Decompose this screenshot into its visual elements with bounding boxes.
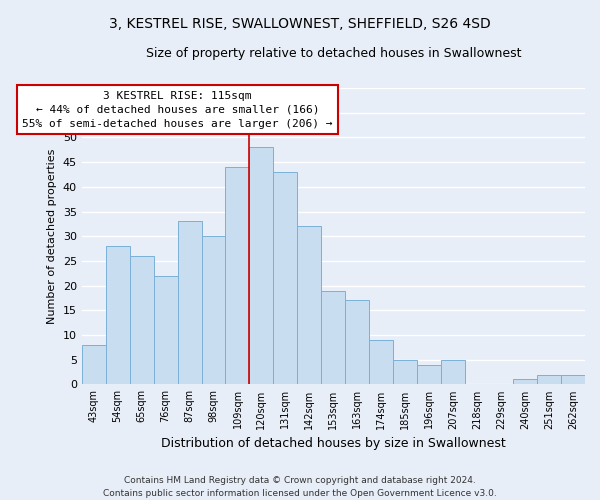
- Y-axis label: Number of detached properties: Number of detached properties: [47, 148, 57, 324]
- Bar: [130, 256, 154, 384]
- Bar: [537, 374, 561, 384]
- Title: Size of property relative to detached houses in Swallownest: Size of property relative to detached ho…: [146, 48, 521, 60]
- Bar: [154, 276, 178, 384]
- Bar: [274, 172, 298, 384]
- Bar: [226, 167, 250, 384]
- Bar: [561, 374, 585, 384]
- Text: 3, KESTREL RISE, SWALLOWNEST, SHEFFIELD, S26 4SD: 3, KESTREL RISE, SWALLOWNEST, SHEFFIELD,…: [109, 18, 491, 32]
- X-axis label: Distribution of detached houses by size in Swallownest: Distribution of detached houses by size …: [161, 437, 506, 450]
- Bar: [178, 222, 202, 384]
- Bar: [322, 290, 346, 384]
- Bar: [298, 226, 322, 384]
- Bar: [346, 300, 369, 384]
- Bar: [202, 236, 226, 384]
- Bar: [82, 345, 106, 385]
- Bar: [393, 360, 417, 384]
- Bar: [417, 364, 441, 384]
- Bar: [369, 340, 393, 384]
- Text: 3 KESTREL RISE: 115sqm
← 44% of detached houses are smaller (166)
55% of semi-de: 3 KESTREL RISE: 115sqm ← 44% of detached…: [22, 90, 333, 128]
- Bar: [250, 148, 274, 384]
- Text: Contains HM Land Registry data © Crown copyright and database right 2024.
Contai: Contains HM Land Registry data © Crown c…: [103, 476, 497, 498]
- Bar: [441, 360, 465, 384]
- Bar: [106, 246, 130, 384]
- Bar: [513, 380, 537, 384]
